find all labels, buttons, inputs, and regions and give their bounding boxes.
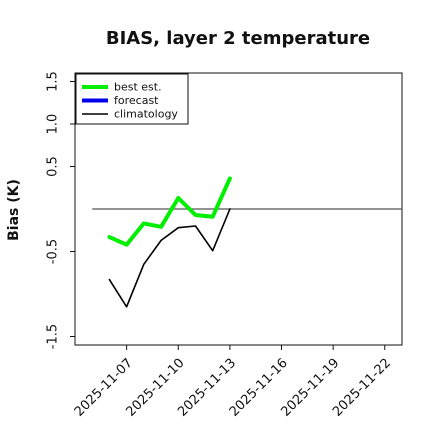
y-tick-label: 1.5 (46, 71, 61, 92)
y-axis-label: Bias (K) (6, 179, 22, 241)
y-tick-label: -1.5 (46, 324, 61, 349)
chart-title: BIAS, layer 2 temperature (106, 28, 370, 49)
legend-label: forecast (114, 94, 159, 107)
y-tick-label: 0.5 (46, 156, 61, 177)
x-axis: 2025-11-072025-11-102025-11-132025-11-16… (72, 345, 394, 420)
y-tick-label: -0.5 (46, 239, 61, 264)
y-tick-label: 1.0 (46, 114, 61, 135)
series-line-climatology (108, 208, 231, 308)
y-axis: -1.5 -0.5 0.5 1.0 1.5 (46, 71, 75, 349)
series-layer (107, 176, 232, 308)
series-line-best-est (107, 176, 232, 247)
legend-label: best est. (114, 81, 162, 94)
legend-label: climatology (114, 108, 178, 121)
